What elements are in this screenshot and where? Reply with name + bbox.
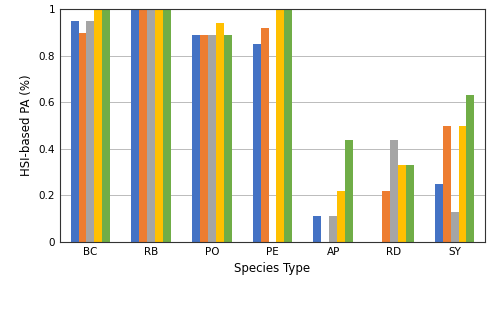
Bar (337, 191, 345, 242)
Bar (330, 216, 337, 242)
Bar (70, 21, 78, 242)
Bar (435, 184, 443, 242)
Bar (163, 9, 171, 242)
Bar (284, 9, 292, 242)
Bar (253, 44, 260, 242)
Bar (139, 9, 147, 242)
Bar (94, 9, 102, 242)
Bar (398, 165, 406, 242)
Bar (208, 35, 216, 242)
Bar (345, 140, 353, 242)
Bar (78, 33, 86, 242)
X-axis label: Species Type: Species Type (234, 262, 310, 275)
Bar (260, 28, 268, 242)
Bar (102, 9, 110, 242)
Bar (458, 126, 466, 242)
Bar (466, 95, 474, 242)
Bar (155, 9, 163, 242)
Bar (147, 9, 155, 242)
Y-axis label: HSI-based PA (%): HSI-based PA (%) (20, 75, 33, 176)
Bar (314, 216, 322, 242)
Bar (192, 35, 200, 242)
Bar (390, 140, 398, 242)
Bar (443, 126, 450, 242)
Bar (86, 21, 94, 242)
Bar (200, 35, 208, 242)
Bar (132, 9, 139, 242)
Bar (276, 9, 284, 242)
Bar (406, 165, 413, 242)
Bar (216, 23, 224, 242)
Bar (224, 35, 232, 242)
Bar (450, 212, 458, 242)
Bar (382, 191, 390, 242)
